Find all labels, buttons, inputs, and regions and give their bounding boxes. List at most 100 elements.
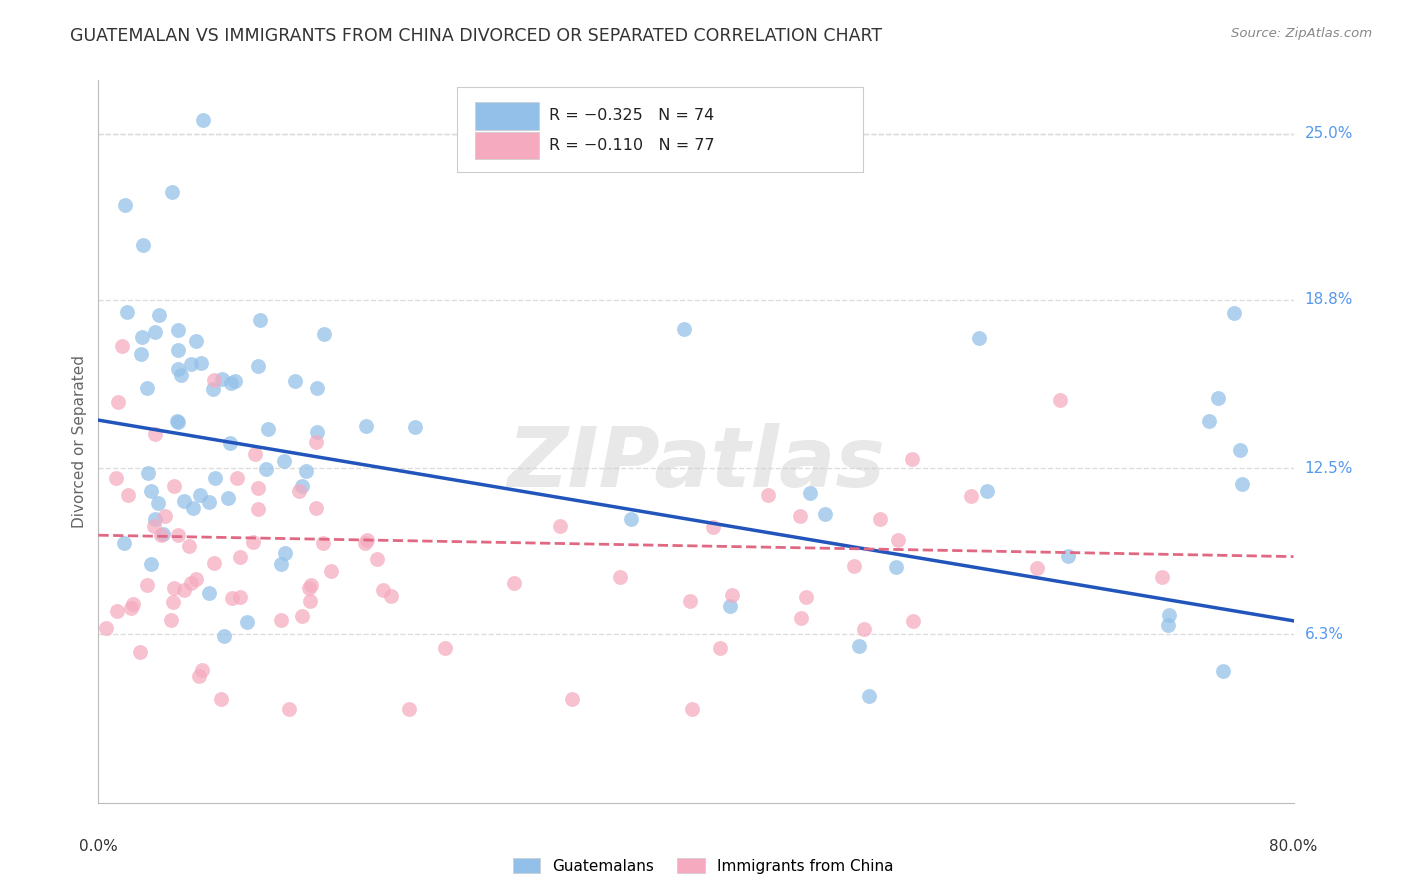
Point	[246, 502, 269, 516]
Point	[273, 454, 295, 468]
Point	[143, 427, 166, 442]
Point	[224, 374, 246, 388]
Point	[976, 483, 998, 498]
Point	[148, 308, 170, 322]
Point	[135, 578, 157, 592]
Point	[153, 508, 176, 523]
Point	[242, 535, 264, 549]
Point	[373, 582, 395, 597]
Point	[129, 347, 152, 361]
Point	[188, 669, 211, 683]
Point	[550, 519, 572, 533]
Point	[146, 496, 169, 510]
Point	[139, 557, 162, 571]
Text: R = −0.110   N = 77: R = −0.110 N = 77	[548, 137, 714, 153]
Text: 18.8%: 18.8%	[1305, 293, 1353, 307]
Point	[887, 533, 910, 547]
Point	[277, 702, 299, 716]
Point	[609, 570, 631, 584]
Point	[305, 501, 328, 516]
Point	[170, 368, 193, 382]
Point	[679, 593, 702, 607]
Text: GUATEMALAN VS IMMIGRANTS FROM CHINA DIVORCED OR SEPARATED CORRELATION CHART: GUATEMALAN VS IMMIGRANTS FROM CHINA DIVO…	[70, 27, 883, 45]
Point	[967, 331, 990, 345]
Point	[229, 590, 252, 604]
Point	[219, 376, 242, 390]
Point	[111, 339, 134, 353]
Point	[162, 595, 184, 609]
Point	[799, 486, 821, 500]
Point	[291, 608, 314, 623]
Point	[202, 556, 225, 570]
Point	[681, 702, 703, 716]
Point	[136, 381, 159, 395]
Point	[190, 663, 212, 677]
Point	[790, 611, 813, 625]
Point	[167, 323, 190, 337]
Point	[167, 343, 190, 357]
Point	[853, 622, 876, 636]
Point	[720, 588, 742, 602]
Point	[1159, 608, 1181, 623]
Point	[143, 512, 166, 526]
Point	[869, 512, 891, 526]
Point	[249, 312, 271, 326]
Point	[398, 702, 420, 716]
Point	[814, 507, 837, 521]
Point	[709, 640, 731, 655]
Point	[190, 356, 212, 370]
Point	[143, 518, 166, 533]
Point	[193, 113, 215, 128]
Point	[114, 197, 136, 211]
Point	[1157, 618, 1180, 632]
Point	[1232, 476, 1254, 491]
Point	[198, 495, 221, 509]
Point	[1198, 414, 1220, 428]
Point	[167, 415, 190, 429]
Point	[188, 488, 211, 502]
Point	[179, 539, 201, 553]
Point	[886, 560, 908, 574]
Point	[1229, 442, 1251, 457]
Text: Source: ZipAtlas.com: Source: ZipAtlas.com	[1232, 27, 1372, 40]
Point	[166, 528, 188, 542]
Text: 25.0%: 25.0%	[1305, 127, 1353, 141]
Point	[201, 382, 224, 396]
Point	[901, 614, 924, 628]
Point	[561, 691, 583, 706]
Point	[1150, 570, 1173, 584]
Point	[204, 471, 226, 485]
Point	[1206, 391, 1229, 405]
Text: R = −0.325   N = 74: R = −0.325 N = 74	[548, 108, 714, 123]
Point	[128, 645, 150, 659]
Point	[298, 581, 321, 595]
Point	[131, 330, 153, 344]
Point	[380, 589, 402, 603]
Point	[117, 487, 139, 501]
Point	[672, 322, 695, 336]
Legend: Guatemalans, Immigrants from China: Guatemalans, Immigrants from China	[506, 852, 900, 880]
Point	[354, 418, 377, 433]
Point	[136, 466, 159, 480]
Point	[143, 325, 166, 339]
Text: 0.0%: 0.0%	[79, 838, 118, 854]
Point	[112, 536, 135, 550]
Point	[221, 591, 243, 605]
Text: 80.0%: 80.0%	[1270, 838, 1317, 854]
FancyBboxPatch shape	[475, 132, 540, 160]
Point	[197, 586, 219, 600]
Point	[120, 601, 142, 615]
Point	[229, 550, 252, 565]
Point	[214, 629, 236, 643]
Point	[848, 639, 870, 653]
Point	[502, 575, 524, 590]
Point	[434, 640, 457, 655]
Point	[217, 491, 239, 505]
Point	[115, 305, 138, 319]
Text: 6.3%: 6.3%	[1305, 627, 1344, 641]
Point	[354, 536, 377, 550]
Point	[718, 599, 741, 613]
Point	[247, 359, 270, 373]
Text: 12.5%: 12.5%	[1305, 461, 1353, 475]
Point	[842, 559, 865, 574]
